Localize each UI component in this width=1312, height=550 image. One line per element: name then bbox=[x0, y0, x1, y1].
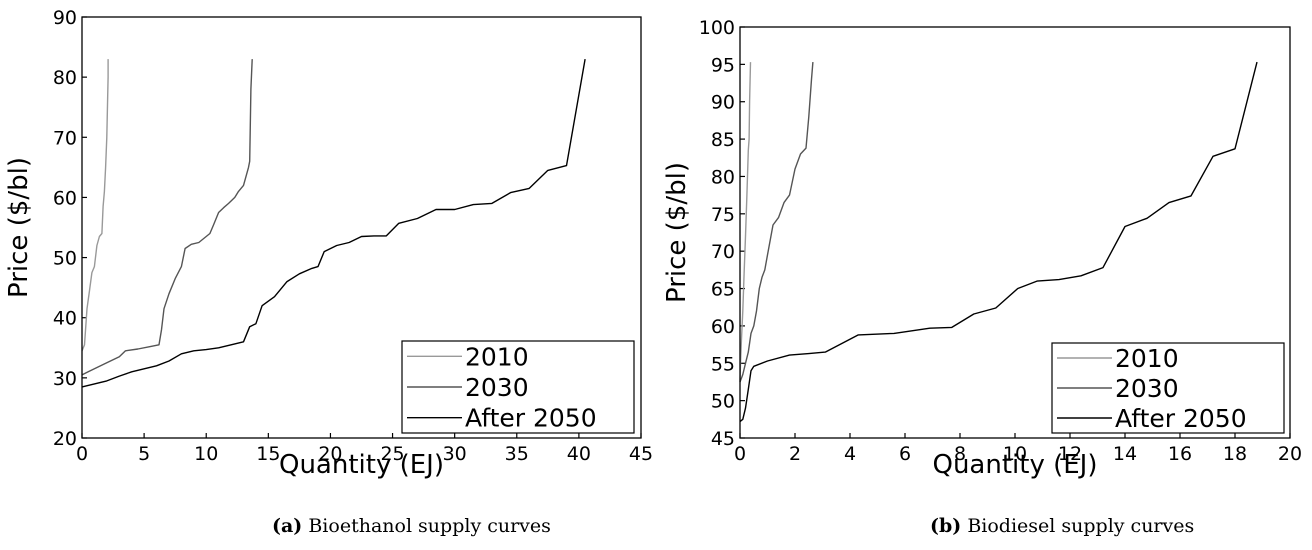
caption-a-tag: (a) bbox=[272, 515, 303, 537]
biodiesel-x-tick-label-8: 16 bbox=[1168, 443, 1192, 465]
bioethanol-y-tick-label-4: 60 bbox=[53, 187, 77, 209]
caption-b-text: Biodiesel supply curves bbox=[967, 515, 1195, 537]
biodiesel-y-tick-label-8: 85 bbox=[711, 129, 735, 151]
biodiesel-legend-label-0: 2010 bbox=[1115, 344, 1179, 373]
biodiesel-y-tick-label-6: 75 bbox=[711, 204, 735, 226]
caption-b-tag: (b) bbox=[930, 515, 962, 537]
bioethanol-y-tick-label-7: 90 bbox=[53, 7, 77, 29]
bioethanol-y-axis-label: Price ($/bl) bbox=[4, 157, 34, 298]
bioethanol-x-tick-label-2: 10 bbox=[194, 443, 218, 465]
caption-b: (b) Biodiesel supply curves bbox=[930, 515, 1194, 537]
bioethanol-x-tick-label-4: 20 bbox=[318, 443, 342, 465]
bioethanol-x-tick-label-8: 40 bbox=[567, 443, 591, 465]
bioethanol-series-line-2 bbox=[81, 58, 586, 388]
caption-a-text: Bioethanol supply curves bbox=[308, 515, 551, 537]
bioethanol-series-lines bbox=[81, 58, 586, 388]
biodiesel-y-tick-label-10: 95 bbox=[711, 54, 735, 76]
biodiesel-ticks: 0 2 4 6 8 10 12 14 16 18 20 45 50 55 60 65 70 75 80 85 90 95 1… bbox=[699, 17, 1302, 465]
bioethanol-x-tick-label-1: 5 bbox=[138, 443, 150, 465]
biodiesel-y-tick-label-2: 55 bbox=[711, 353, 735, 375]
biodiesel-x-axis-label: Quantity (EJ) bbox=[932, 450, 1097, 480]
caption-a: (a) Bioethanol supply curves bbox=[272, 515, 551, 537]
bioethanol-series-line-1 bbox=[81, 59, 253, 376]
biodiesel-x-tick-label-3: 6 bbox=[899, 443, 911, 465]
biodiesel-legend-label-2: After 2050 bbox=[1115, 404, 1247, 433]
biodiesel-x-tick-label-4: 8 bbox=[954, 443, 966, 465]
biodiesel-series-line-0 bbox=[739, 62, 752, 383]
biodiesel-y-tick-label-0: 45 bbox=[711, 428, 735, 450]
biodiesel-plot-frame bbox=[739, 26, 1291, 439]
biodiesel-chart: 0 2 4 6 8 10 12 14 16 18 20 45 50 55 60 65 70 75 80 85 90 95 1… bbox=[662, 17, 1302, 480]
biodiesel-x-tick-label-7: 14 bbox=[1113, 443, 1137, 465]
biodiesel-y-axis-label: Price ($/bl) bbox=[662, 162, 692, 303]
biodiesel-legend-label-1: 2030 bbox=[1115, 374, 1179, 403]
bioethanol-x-tick-label-6: 30 bbox=[443, 443, 467, 465]
biodiesel-x-tick-label-0: 0 bbox=[734, 443, 746, 465]
biodiesel-y-tick-label-11: 100 bbox=[699, 17, 735, 39]
biodiesel-y-tick-label-1: 50 bbox=[711, 391, 735, 413]
bioethanol-x-tick-label-9: 45 bbox=[629, 443, 653, 465]
biodiesel-x-tick-label-10: 20 bbox=[1278, 443, 1302, 465]
biodiesel-x-tick-label-2: 4 bbox=[844, 443, 856, 465]
bioethanol-legend-label-2: After 2050 bbox=[465, 404, 597, 433]
bioethanol-y-tick-label-2: 40 bbox=[53, 308, 77, 330]
bioethanol-y-tick-label-5: 70 bbox=[53, 127, 77, 149]
bioethanol-x-axis-label: Quantity (EJ) bbox=[279, 450, 444, 480]
bioethanol-legend-label-1: 2030 bbox=[465, 373, 529, 402]
biodiesel-series-lines bbox=[739, 61, 1258, 423]
bioethanol-y-tick-label-3: 50 bbox=[53, 248, 77, 270]
bioethanol-y-tick-label-1: 30 bbox=[53, 368, 77, 390]
biodiesel-x-tick-label-6: 12 bbox=[1058, 443, 1082, 465]
bioethanol-y-tick-label-0: 20 bbox=[53, 428, 77, 450]
bioethanol-x-tick-label-0: 0 bbox=[76, 443, 88, 465]
bioethanol-x-tick-label-7: 35 bbox=[505, 443, 529, 465]
bioethanol-x-tick-label-5: 25 bbox=[380, 443, 404, 465]
biodiesel-series-line-1 bbox=[739, 62, 814, 383]
biodiesel-x-tick-label-9: 18 bbox=[1223, 443, 1247, 465]
biodiesel-y-tick-label-4: 65 bbox=[711, 279, 735, 301]
bioethanol-y-tick-label-6: 80 bbox=[53, 67, 77, 89]
biodiesel-y-tick-label-9: 90 bbox=[711, 92, 735, 114]
biodiesel-x-tick-label-1: 2 bbox=[789, 443, 801, 465]
biodiesel-y-tick-label-5: 70 bbox=[711, 241, 735, 263]
biodiesel-y-tick-label-3: 60 bbox=[711, 316, 735, 338]
bioethanol-plot-frame bbox=[81, 16, 642, 439]
biodiesel-x-tick-label-5: 10 bbox=[1003, 443, 1027, 465]
biodiesel-y-tick-label-7: 80 bbox=[711, 166, 735, 188]
bioethanol-series-line-0 bbox=[81, 59, 109, 352]
bioethanol-x-tick-label-3: 15 bbox=[256, 443, 280, 465]
biodiesel-series-line-2 bbox=[739, 61, 1258, 423]
bioethanol-legend-label-0: 2010 bbox=[465, 342, 529, 371]
